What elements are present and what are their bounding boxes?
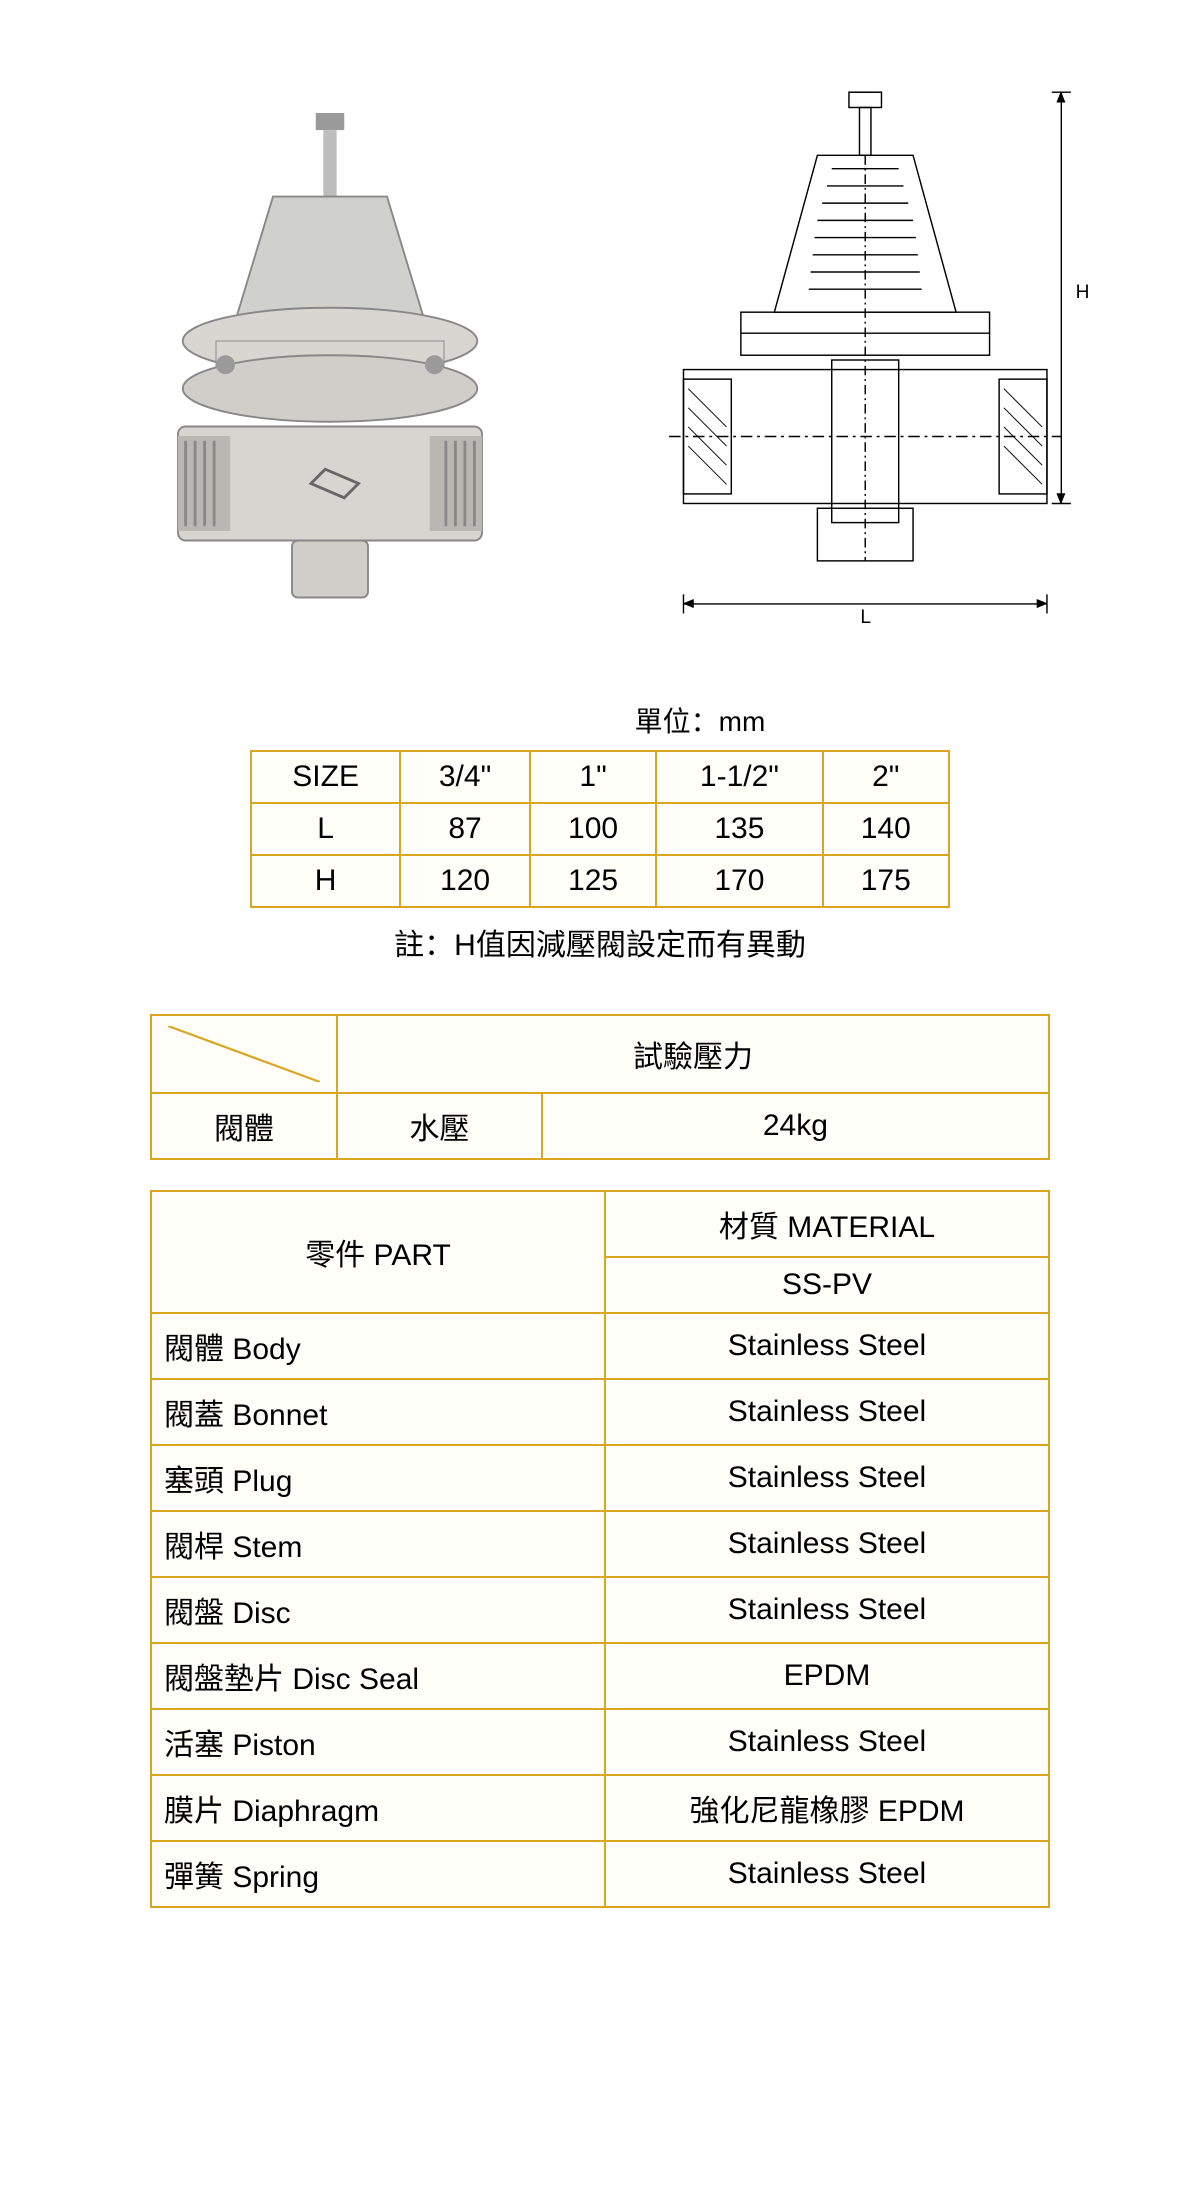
table-row: SIZE 3/4" 1" 1-1/2" 2" (251, 751, 949, 803)
cell: 塞頭 Plug (151, 1445, 605, 1511)
cell: Stainless Steel (605, 1577, 1049, 1643)
cell: 閥蓋 Bonnet (151, 1379, 605, 1445)
cell: 2" (823, 751, 949, 803)
cell: Stainless Steel (605, 1445, 1049, 1511)
table-row: 活塞 Piston Stainless Steel (151, 1709, 1049, 1775)
cell: 活塞 Piston (151, 1709, 605, 1775)
cell: Stainless Steel (605, 1511, 1049, 1577)
product-photo (80, 60, 580, 660)
cell: Stainless Steel (605, 1379, 1049, 1445)
table-row: 閥蓋 Bonnet Stainless Steel (151, 1379, 1049, 1445)
dim-l-label: L (860, 607, 871, 628)
cell: 170 (656, 855, 822, 907)
cell: Stainless Steel (605, 1709, 1049, 1775)
cell: 水壓 (337, 1093, 542, 1159)
table-row: 閥盤墊片 Disc Seal EPDM (151, 1643, 1049, 1709)
size-table: SIZE 3/4" 1" 1-1/2" 2" L 87 100 135 140 … (250, 750, 950, 908)
valve-diagram-icon: H L (650, 70, 1090, 650)
cell: 材質 MATERIAL (605, 1191, 1049, 1257)
cell: 1" (530, 751, 656, 803)
cell: 3/4" (400, 751, 530, 803)
cell: 閥盤墊片 Disc Seal (151, 1643, 605, 1709)
cell: 135 (656, 803, 822, 855)
table-row: H 120 125 170 175 (251, 855, 949, 907)
cell: 1-1/2" (656, 751, 822, 803)
cell: 閥桿 Stem (151, 1511, 605, 1577)
valve-photo-icon (140, 80, 520, 640)
cell: 175 (823, 855, 949, 907)
table-row: 膜片 Diaphragm 強化尼龍橡膠 EPDM (151, 1775, 1049, 1841)
cell: 膜片 Diaphragm (151, 1775, 605, 1841)
images-row: H L (80, 60, 1120, 660)
table-row: 彈簧 Spring Stainless Steel (151, 1841, 1049, 1907)
table-row: 閥桿 Stem Stainless Steel (151, 1511, 1049, 1577)
table-row: 塞頭 Plug Stainless Steel (151, 1445, 1049, 1511)
table-row: 閥盤 Disc Stainless Steel (151, 1577, 1049, 1643)
cell: 強化尼龍橡膠 EPDM (605, 1775, 1049, 1841)
product-diagram: H L (620, 60, 1120, 660)
pressure-table: 試驗壓力 閥體 水壓 24kg (150, 1014, 1050, 1160)
table-row: L 87 100 135 140 (251, 803, 949, 855)
cell: 100 (530, 803, 656, 855)
cell: 87 (400, 803, 530, 855)
cell: 試驗壓力 (337, 1015, 1049, 1093)
cell: 零件 PART (151, 1191, 605, 1313)
dim-h-label: H (1076, 282, 1090, 303)
cell: Stainless Steel (605, 1313, 1049, 1379)
cell: 閥體 (151, 1093, 337, 1159)
cell: 彈簧 Spring (151, 1841, 605, 1907)
cell: H (251, 855, 400, 907)
diagonal-icon (168, 1026, 320, 1082)
cell: 閥盤 Disc (151, 1577, 605, 1643)
table-row: 零件 PART 材質 MATERIAL (151, 1191, 1049, 1257)
cell: 120 (400, 855, 530, 907)
cell: Stainless Steel (605, 1841, 1049, 1907)
cell: L (251, 803, 400, 855)
material-table: 零件 PART 材質 MATERIAL SS-PV 閥體 Body Stainl… (150, 1190, 1050, 1908)
table-row: 閥體 Body Stainless Steel (151, 1313, 1049, 1379)
unit-label: 單位：mm (280, 700, 1120, 740)
cell: 125 (530, 855, 656, 907)
cell: 24kg (542, 1093, 1049, 1159)
note-text: 註：H值因減壓閥設定而有異動 (80, 920, 1120, 964)
cell: SS-PV (605, 1257, 1049, 1313)
cell: 閥體 Body (151, 1313, 605, 1379)
diagonal-cell (151, 1015, 337, 1093)
cell: EPDM (605, 1643, 1049, 1709)
table-row: 閥體 水壓 24kg (151, 1093, 1049, 1159)
cell: SIZE (251, 751, 400, 803)
table-row: 試驗壓力 (151, 1015, 1049, 1093)
cell: 140 (823, 803, 949, 855)
